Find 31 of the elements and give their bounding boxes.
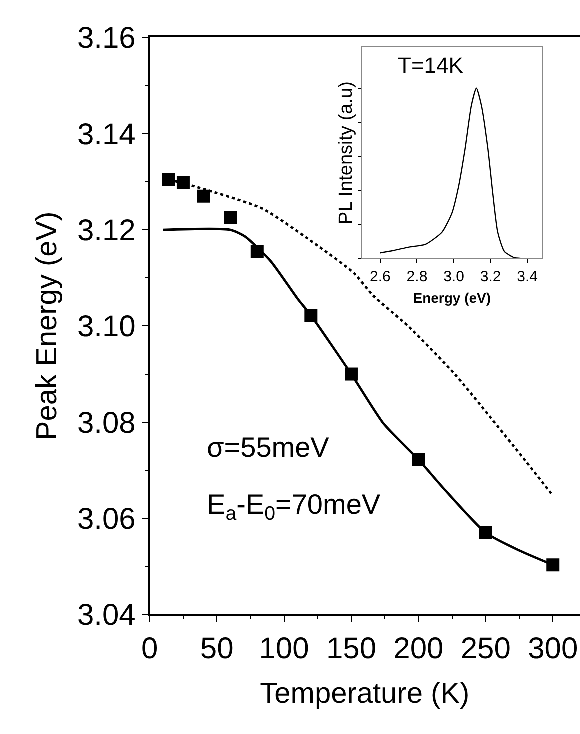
- point: [162, 173, 176, 186]
- x-tick-label: 250: [460, 632, 511, 666]
- x-tick-label: 3.0: [444, 268, 464, 286]
- y-tick-label: 3.04: [77, 599, 136, 632]
- annotation: σ=55meV: [207, 432, 330, 463]
- x-tick-label: 2.8: [406, 268, 428, 286]
- y-tick-label: 3.14: [77, 118, 136, 152]
- x-tick-label: 3.2: [480, 268, 502, 286]
- x-axis-title: Energy (eV): [413, 290, 492, 306]
- x-tick-label: 300: [528, 632, 578, 666]
- y-tick-label: 3.06: [77, 503, 136, 536]
- x-tick-label: 200: [394, 632, 444, 666]
- point: [176, 176, 190, 190]
- x-tick-label: 3.4: [517, 268, 538, 286]
- x-tick-label: 150: [326, 632, 377, 666]
- y-tick-label: 3.12: [77, 214, 136, 248]
- point: [546, 558, 560, 572]
- x-tick-label: 0: [142, 632, 158, 666]
- y-tick-label: 3.08: [77, 406, 136, 440]
- point: [224, 211, 238, 224]
- y-axis-title: PL Intensity (a.u): [336, 82, 357, 225]
- y-axis-title: Peak Energy (eV): [31, 212, 64, 441]
- x-tick-label: 2.6: [370, 268, 391, 286]
- annotation: T=14K: [398, 53, 464, 78]
- x-axis-title: Temperature (K): [260, 678, 470, 710]
- x-tick-label: 100: [259, 632, 310, 666]
- y-tick-label: 3.10: [77, 310, 136, 344]
- point: [197, 190, 210, 203]
- x-tick-label: 50: [200, 632, 234, 666]
- y-tick-label: 3.16: [77, 22, 136, 56]
- annotation: E$_{a}$-E$_{0}$=70meV: [207, 489, 381, 525]
